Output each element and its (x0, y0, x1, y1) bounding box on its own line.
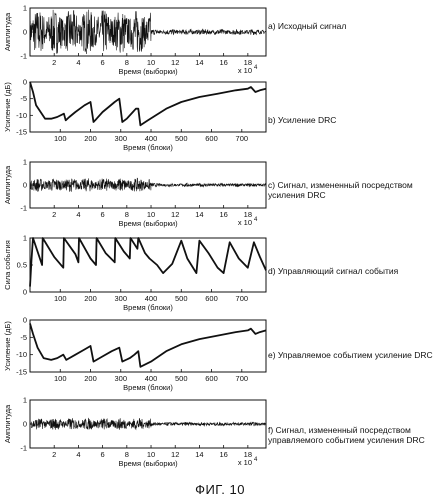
y-tick-label-a: 1 (23, 4, 27, 13)
y-tick-label-f: 0 (23, 420, 27, 429)
y-tick-label-a: -1 (20, 52, 27, 61)
y-tick-label-a: 0 (23, 28, 27, 37)
x-axis-label-e: Время (блоки) (123, 383, 173, 392)
figure-title: ФИГ. 10 (0, 482, 440, 497)
x-tick-label-e: 300 (115, 374, 128, 383)
x-axis-label-a: Время (выборки) (118, 67, 178, 76)
x-tick-label-b: 600 (205, 134, 218, 143)
x-tick-label-a: 6 (101, 58, 105, 67)
y-tick-label-b: -5 (20, 94, 27, 103)
x-tick-label-f: 10 (147, 450, 155, 459)
x-multiplier-f: x 10 (238, 458, 252, 467)
x-tick-label-a: 2 (52, 58, 56, 67)
x-tick-label-c: 2 (52, 210, 56, 219)
x-multiplier-exp-f: 4 (254, 457, 258, 463)
x-tick-label-e: 600 (205, 374, 218, 383)
x-tick-label-b: 300 (115, 134, 128, 143)
signal-line-a (30, 10, 266, 54)
y-axis-label-c: Амплитуда (3, 165, 12, 204)
x-tick-label-f: 16 (219, 450, 227, 459)
y-axis-label-e: Усиление (дБ) (3, 321, 12, 371)
x-tick-label-c: 6 (101, 210, 105, 219)
x-tick-label-c: 14 (195, 210, 203, 219)
series-line-d (30, 238, 266, 287)
x-tick-label-f: 14 (195, 450, 203, 459)
y-axis-label-a: Амплитуда (3, 12, 12, 51)
x-tick-label-b: 200 (84, 134, 97, 143)
x-tick-label-e: 400 (145, 374, 158, 383)
y-tick-label-f: -1 (20, 444, 27, 453)
y-tick-label-b: -15 (16, 128, 27, 137)
x-tick-label-b: 700 (236, 134, 249, 143)
x-tick-label-a: 12 (171, 58, 179, 67)
x-tick-label-c: 12 (171, 210, 179, 219)
y-tick-label-f: 1 (23, 396, 27, 405)
signal-line-f (30, 418, 266, 430)
x-tick-label-f: 2 (52, 450, 56, 459)
x-axis-label-f: Время (выборки) (118, 459, 178, 468)
caption-b: b) Усиление DRC (268, 115, 436, 125)
x-tick-label-d: 200 (84, 294, 97, 303)
caption-f: f) Сигнал, измененный посредством управл… (268, 425, 436, 445)
x-axis-label-c: Время (выборки) (118, 219, 178, 228)
x-tick-label-f: 8 (125, 450, 129, 459)
x-tick-label-d: 100 (54, 294, 67, 303)
x-tick-label-d: 700 (236, 294, 249, 303)
x-multiplier-exp-a: 4 (254, 65, 258, 71)
y-tick-label-d: 0.5 (17, 261, 27, 270)
x-tick-label-b: 400 (145, 134, 158, 143)
x-tick-label-e: 200 (84, 374, 97, 383)
y-tick-label-e: -15 (16, 368, 27, 377)
x-tick-label-c: 8 (125, 210, 129, 219)
caption-e: e) Управляемое событием усиление DRC (268, 350, 436, 360)
y-axis-label-f: Амплитуда (3, 404, 12, 443)
x-tick-label-a: 4 (76, 58, 80, 67)
y-tick-label-e: 0 (23, 316, 27, 325)
x-tick-label-d: 400 (145, 294, 158, 303)
x-tick-label-c: 10 (147, 210, 155, 219)
caption-d: d) Управляющий сигнал события (268, 266, 436, 276)
x-tick-label-a: 14 (195, 58, 203, 67)
y-tick-label-c: 0 (23, 181, 27, 190)
y-tick-label-b: -10 (16, 111, 27, 120)
y-tick-label-c: 1 (23, 158, 27, 167)
signal-line-c (30, 178, 266, 192)
x-tick-label-e: 500 (175, 374, 188, 383)
x-tick-label-a: 10 (147, 58, 155, 67)
y-tick-label-e: -10 (16, 350, 27, 359)
plot-frame-e (30, 320, 266, 372)
caption-c: c) Сигнал, измененный посредством усилен… (268, 180, 436, 200)
x-tick-label-c: 4 (76, 210, 80, 219)
x-axis-label-b: Время (блоки) (123, 143, 173, 152)
x-tick-label-a: 16 (219, 58, 227, 67)
x-tick-label-d: 300 (115, 294, 128, 303)
x-tick-label-f: 4 (76, 450, 80, 459)
y-axis-label-d: Сила события (3, 240, 12, 290)
y-tick-label-d: 1 (23, 234, 27, 243)
series-line-e (30, 324, 266, 367)
x-tick-label-b: 500 (175, 134, 188, 143)
y-tick-label-b: 0 (23, 78, 27, 87)
x-tick-label-c: 16 (219, 210, 227, 219)
x-multiplier-exp-c: 4 (254, 217, 258, 223)
x-tick-label-d: 500 (175, 294, 188, 303)
x-multiplier-c: x 10 (238, 218, 252, 227)
x-tick-label-b: 100 (54, 134, 67, 143)
y-tick-label-c: -1 (20, 204, 27, 213)
x-multiplier-a: x 10 (238, 66, 252, 75)
x-tick-label-f: 12 (171, 450, 179, 459)
y-axis-label-b: Усиление (дБ) (3, 82, 12, 132)
x-tick-label-d: 600 (205, 294, 218, 303)
series-line-b (30, 82, 266, 125)
x-tick-label-a: 8 (125, 58, 129, 67)
plot-frame-b (30, 82, 266, 132)
plot-frame-d (30, 238, 266, 292)
x-tick-label-f: 6 (101, 450, 105, 459)
x-tick-label-e: 700 (236, 374, 249, 383)
y-tick-label-d: 0 (23, 288, 27, 297)
caption-a: a) Исходный сигнал (268, 21, 436, 31)
y-tick-label-e: -5 (20, 333, 27, 342)
x-tick-label-e: 100 (54, 374, 67, 383)
x-axis-label-d: Время (блоки) (123, 303, 173, 312)
